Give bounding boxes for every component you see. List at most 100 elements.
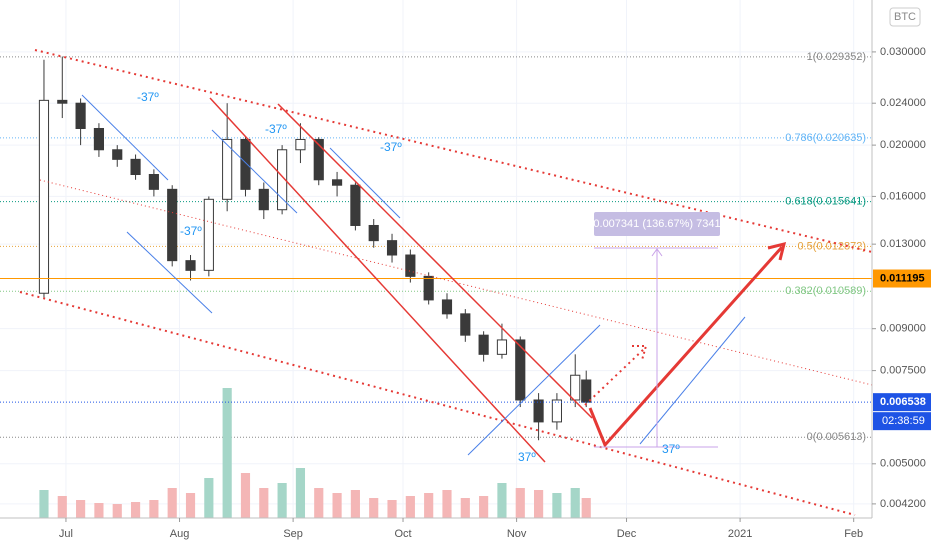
candle-body bbox=[570, 374, 581, 401]
volume-bar bbox=[369, 498, 379, 518]
candle-body bbox=[240, 138, 251, 190]
volume-bar bbox=[534, 490, 544, 518]
symbol-box bbox=[889, 7, 921, 27]
price-tag bbox=[873, 393, 931, 412]
y-tick-label: 0.020000 bbox=[880, 139, 926, 151]
candle-body bbox=[277, 149, 288, 211]
candle-body bbox=[38, 99, 50, 294]
angle-label: 37º bbox=[518, 450, 536, 464]
volume-bar bbox=[259, 488, 269, 518]
candle-body bbox=[93, 127, 105, 151]
symbol: BTC bbox=[894, 11, 916, 23]
drawings: 0.007341 (136.67%) 7341 -37º -37º -37º -… bbox=[19, 49, 873, 516]
fib-label: 0.786(0.020635) bbox=[785, 132, 866, 144]
candle-body bbox=[515, 339, 526, 401]
volume-bar bbox=[76, 500, 86, 518]
y-tick-label: 0.030000 bbox=[880, 46, 926, 58]
x-tick-label: Jul bbox=[59, 528, 73, 540]
volume-bar bbox=[387, 500, 397, 518]
volume-bar bbox=[39, 490, 49, 518]
candle-body bbox=[167, 188, 178, 262]
candle-body bbox=[203, 198, 214, 271]
arrow-head bbox=[651, 248, 663, 257]
volume-bar bbox=[570, 488, 580, 518]
volume-bar bbox=[57, 496, 67, 518]
volume-bar bbox=[497, 483, 507, 518]
blue-line bbox=[329, 147, 401, 219]
candle-body bbox=[533, 399, 544, 423]
volume-bar bbox=[277, 483, 287, 518]
dotted-arrow bbox=[584, 347, 646, 406]
candle-body bbox=[423, 275, 434, 301]
candle-body bbox=[496, 339, 508, 355]
candle-body bbox=[222, 138, 233, 200]
candle-body bbox=[185, 260, 196, 271]
price-tag-label: 0.011195 bbox=[880, 272, 925, 284]
volume-bar bbox=[581, 498, 591, 518]
volume-bar bbox=[332, 493, 342, 518]
volume-bar bbox=[442, 490, 452, 518]
y-tick-label: 0.009000 bbox=[880, 323, 926, 335]
volume-bar bbox=[222, 388, 232, 518]
x-tick-label: 2021 bbox=[728, 528, 752, 540]
y-tick-label: 0.005000 bbox=[880, 458, 926, 470]
volume-bar bbox=[552, 493, 562, 518]
volume-bar bbox=[167, 488, 177, 518]
candle-body bbox=[57, 99, 68, 104]
volume-bar bbox=[185, 493, 196, 518]
candle-body bbox=[148, 174, 159, 190]
angle-label: -37º bbox=[180, 224, 202, 238]
fib-label: 0.618(0.015641) bbox=[785, 196, 866, 208]
volume-bar bbox=[130, 502, 141, 518]
candle-body bbox=[331, 179, 343, 186]
fib-label: 0.382(0.010589) bbox=[785, 285, 866, 297]
y-tick-label: 0.004200 bbox=[880, 498, 926, 510]
candle-body bbox=[581, 379, 592, 403]
channel-bottom bbox=[19, 291, 856, 516]
x-tick-label: Aug bbox=[170, 528, 190, 540]
x-tick-label: Feb bbox=[844, 528, 863, 540]
candle-body bbox=[112, 149, 123, 160]
blue-line bbox=[467, 324, 601, 456]
price-tag bbox=[873, 269, 931, 288]
candle-body bbox=[75, 102, 86, 129]
blue-line bbox=[211, 129, 298, 214]
volume-bar bbox=[112, 504, 122, 518]
red-channel bbox=[209, 97, 546, 463]
measure-label: 0.007341 (136.67%) 7341 bbox=[593, 218, 720, 230]
angle-label: -37º bbox=[137, 90, 159, 104]
measure-box bbox=[594, 212, 720, 236]
fib-label: 0.5(0.012872) bbox=[798, 240, 867, 252]
projection bbox=[588, 246, 784, 448]
volume-bar bbox=[350, 490, 360, 518]
volume-bar bbox=[314, 488, 324, 518]
volume-bar bbox=[424, 493, 434, 518]
x-tick-label: Dec bbox=[617, 528, 637, 540]
angle-label: 37º bbox=[662, 442, 680, 456]
volume-bar bbox=[479, 496, 489, 518]
candle-body bbox=[478, 334, 489, 355]
candle-body bbox=[386, 240, 398, 256]
angle-label: -37º bbox=[265, 122, 287, 136]
candle-body bbox=[130, 158, 141, 176]
price-tag-label: 0.006538 bbox=[880, 396, 926, 408]
volume-bar bbox=[94, 503, 104, 518]
volume-bar bbox=[405, 496, 415, 518]
countdown: 02:38:59 bbox=[882, 415, 925, 427]
red-channel bbox=[277, 103, 593, 419]
volume-bar bbox=[204, 478, 214, 518]
x-tick-label: Oct bbox=[394, 528, 411, 540]
candle-body bbox=[258, 188, 269, 211]
volume-bar bbox=[295, 468, 306, 518]
countdown-box bbox=[873, 412, 931, 431]
y-tick-label: 0.024000 bbox=[880, 97, 926, 109]
arrow-head bbox=[767, 241, 787, 261]
angle-label: -37º bbox=[380, 140, 402, 154]
fib-label: 0(0.005613) bbox=[807, 431, 866, 443]
y-tick-label: 0.016000 bbox=[880, 190, 926, 202]
blue-line bbox=[81, 94, 169, 181]
volume-bar bbox=[240, 473, 251, 518]
